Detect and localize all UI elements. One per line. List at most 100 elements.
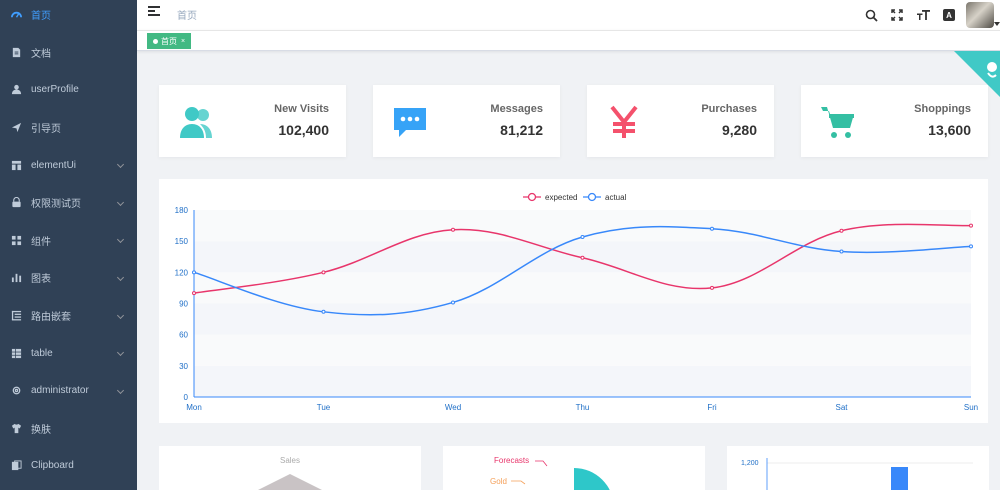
lock-icon (10, 197, 22, 209)
size-select-icon[interactable]: A (936, 0, 962, 30)
x-tick-label: Thu (576, 403, 590, 412)
sidebar-item[interactable]: 换肤 (0, 410, 137, 448)
data-point-actual (839, 249, 844, 254)
sidebar-item[interactable]: 图表 (0, 259, 137, 297)
sidebar-item-label: 换肤 (31, 424, 51, 436)
grid-icon (10, 234, 22, 246)
nested-icon (10, 310, 22, 322)
data-point-actual (451, 300, 455, 305)
x-tick-label: Sun (964, 403, 978, 412)
grid-band (194, 365, 971, 397)
sidebar-item-label: administrator (31, 385, 89, 397)
grid-band (194, 303, 971, 335)
gear-icon (10, 385, 22, 397)
chevron-down-icon[interactable] (994, 22, 1000, 26)
sales-label: Sales (279, 456, 300, 465)
sidebar-item-label: table (31, 347, 53, 359)
line-chart-card: 0 30 60 90 120 150 180 Mon Tue Wed Thu Fri Sat Sun exp… (159, 179, 988, 423)
panel-value: 9,280 (721, 122, 757, 138)
data-point-expected (839, 228, 844, 233)
data-point-actual (192, 270, 196, 275)
legend-label-actual: actual (605, 193, 627, 202)
tags-view: 首页 × (137, 30, 1000, 51)
bar-chart-card: 1,200 (727, 446, 989, 490)
data-point-actual (321, 309, 326, 314)
sidebar-item-elementui[interactable]: elementUi (0, 146, 137, 184)
guide-icon (10, 122, 22, 134)
sidebar-item-label: 引导页 (31, 124, 61, 136)
radar-shape (258, 474, 322, 490)
sidebar-item[interactable]: 首页 (0, 0, 137, 34)
close-icon[interactable]: × (181, 37, 186, 45)
data-point-expected (969, 223, 973, 228)
sidebar-item-label: 首页 (31, 11, 51, 23)
chart-icon (10, 272, 22, 284)
panel-shoppings[interactable]: Shoppings 13,600 (801, 85, 988, 157)
grid-band (194, 272, 971, 304)
panel-title: New Visits (274, 103, 329, 115)
font-size-icon[interactable] (910, 0, 936, 30)
data-point-expected (451, 227, 455, 232)
github-corner[interactable] (954, 51, 1000, 97)
active-dot-icon (153, 38, 158, 44)
sidebar-item[interactable]: 文档 (0, 34, 137, 72)
data-point-expected (710, 285, 714, 290)
legend-label-expected: expected (545, 193, 577, 202)
sidebar-item[interactable]: 权限测试页 (0, 184, 137, 222)
sidebar-item[interactable]: 组件 (0, 222, 137, 260)
grid-band (194, 334, 971, 366)
data-point-expected (192, 291, 196, 296)
sidebar-item[interactable]: 路由嵌套 (0, 297, 137, 335)
raddar-chart-card: Sales (159, 446, 421, 490)
y-tick-label: 90 (179, 300, 188, 309)
sidebar-item-table[interactable]: table (0, 334, 137, 372)
panel-title: Shoppings (914, 103, 971, 115)
chevron-down-icon (116, 311, 125, 319)
sidebar-item-clipboard[interactable]: Clipboard (0, 447, 137, 485)
legend-marker-actual (587, 192, 597, 202)
clipboard-icon (10, 460, 22, 472)
shopping-icon (819, 103, 857, 141)
panel-purchases[interactable]: Purchases 9,280 (587, 85, 774, 157)
chevron-down-icon (116, 198, 125, 206)
y-tick: 1,200 (741, 460, 759, 467)
sidebar-item[interactable]: 引导页 (0, 109, 137, 147)
panel-value: 81,212 (500, 122, 543, 138)
y-tick-label: 60 (179, 331, 188, 340)
y-tick-label: 0 (184, 393, 189, 402)
panel-messages[interactable]: Messages 81,212 (373, 85, 560, 157)
panel-title: Messages (490, 103, 543, 115)
tag-home[interactable]: 首页 × (147, 33, 192, 49)
chevron-down-icon (116, 349, 125, 357)
sidebar-item-label: elementUi (31, 159, 77, 171)
search-icon[interactable] (858, 0, 884, 30)
x-tick-label: Wed (445, 403, 461, 412)
legend-marker-expected (527, 192, 537, 202)
data-point-actual (710, 226, 714, 231)
money-icon (605, 103, 643, 141)
avatar[interactable] (966, 2, 1000, 28)
y-tick-label: 150 (175, 237, 189, 246)
panel-new-visits[interactable]: New Visits 102,400 (159, 85, 346, 157)
sidebar-item-label: 图表 (31, 274, 51, 286)
sidebar-item-userprofile[interactable]: userProfile (0, 71, 137, 109)
chevron-down-icon (116, 161, 125, 169)
chevron-down-icon (116, 236, 125, 244)
data-point-expected (321, 270, 326, 275)
y-tick-label: 180 (175, 206, 189, 215)
x-tick-label: Mon (186, 403, 202, 412)
data-point-actual (580, 235, 585, 240)
fullscreen-icon[interactable] (884, 0, 910, 30)
x-tick-label: Fri (707, 403, 717, 412)
breadcrumb: 首页 (177, 11, 197, 22)
document-icon (10, 46, 22, 58)
x-tick-label: Tue (317, 403, 331, 412)
hamburger-icon[interactable] (148, 6, 160, 17)
sidebar-item-label: 路由嵌套 (31, 312, 71, 324)
sidebar-item-administrator[interactable]: administrator (0, 372, 137, 410)
y-tick-label: 120 (175, 268, 189, 277)
people-icon (177, 103, 215, 141)
sidebar: 首页文档 userProfile 引导页 elementUi 权限测试页 组件图表路由嵌套… (0, 0, 137, 490)
data-point-actual (969, 244, 973, 249)
navbar: 首页 A (137, 0, 1000, 30)
